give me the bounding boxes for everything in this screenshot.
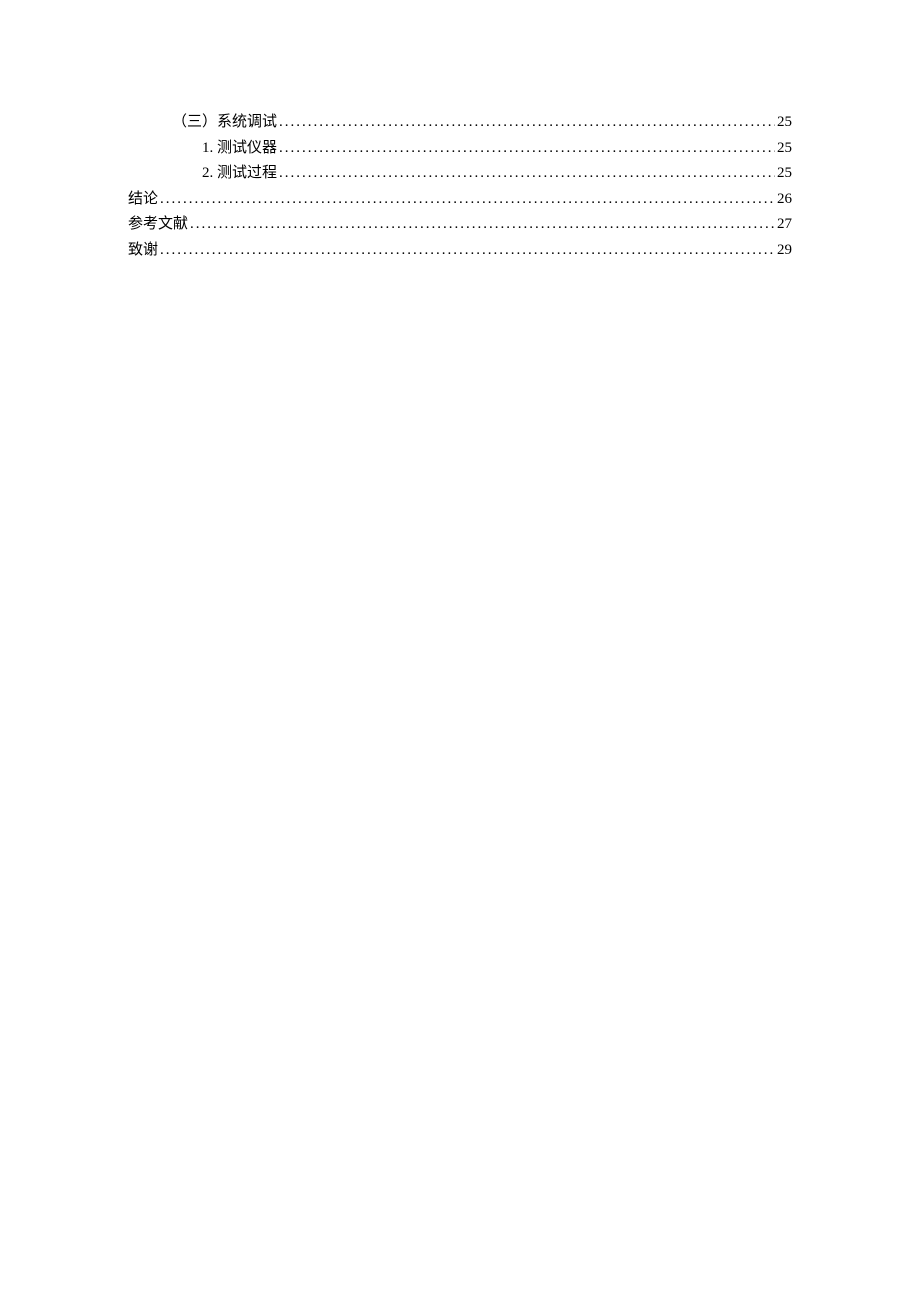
toc-leader [279, 136, 775, 162]
toc-label: （三）系统调试 [172, 110, 277, 136]
toc-entry: 2. 测试过程 25 [128, 161, 792, 187]
toc-label: 1. 测试仪器 [202, 136, 277, 162]
toc-label: 2. 测试过程 [202, 161, 277, 187]
toc-leader [160, 238, 775, 264]
toc-label: 结论 [128, 187, 158, 213]
toc-page: 25 [777, 161, 792, 187]
toc-entry: （三）系统调试 25 [128, 110, 792, 136]
toc-container: （三）系统调试 25 1. 测试仪器 25 2. 测试过程 25 结论 26 参… [128, 110, 792, 263]
toc-leader [160, 187, 775, 213]
toc-entry: 1. 测试仪器 25 [128, 136, 792, 162]
toc-leader [279, 110, 775, 136]
toc-entry: 致谢 29 [128, 238, 792, 264]
toc-entry: 参考文献 27 [128, 212, 792, 238]
toc-label: 参考文献 [128, 212, 188, 238]
toc-label: 致谢 [128, 238, 158, 264]
toc-leader [279, 161, 775, 187]
toc-page: 27 [777, 212, 792, 238]
toc-page: 29 [777, 238, 792, 264]
toc-page: 25 [777, 136, 792, 162]
toc-page: 25 [777, 110, 792, 136]
toc-page: 26 [777, 187, 792, 213]
toc-entry: 结论 26 [128, 187, 792, 213]
toc-leader [190, 212, 775, 238]
